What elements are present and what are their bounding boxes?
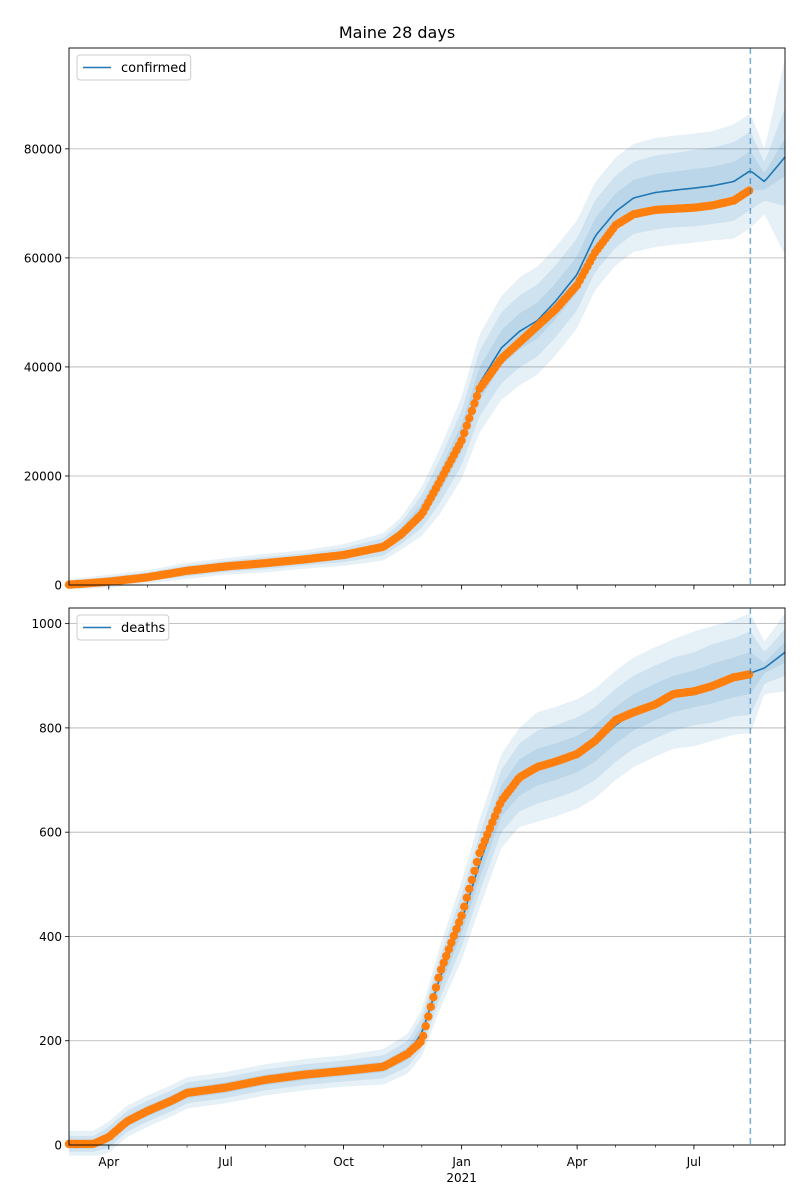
y-tick-label: 0 bbox=[54, 1139, 62, 1153]
observed-point bbox=[457, 911, 466, 920]
x-tick-label: Jan bbox=[451, 1155, 471, 1169]
x-tick-label: Apr bbox=[98, 1155, 119, 1169]
observed-point bbox=[431, 983, 441, 992]
observed-point bbox=[434, 973, 443, 982]
uncertainty-band bbox=[69, 108, 785, 588]
legend-label: confirmed bbox=[121, 61, 187, 76]
y-tick-label: 400 bbox=[39, 930, 62, 944]
observed-point bbox=[472, 391, 482, 401]
y-tick-label: 800 bbox=[39, 721, 62, 735]
observed-point bbox=[470, 866, 479, 876]
observed-point bbox=[465, 414, 474, 423]
observed-point bbox=[442, 951, 451, 961]
x-tick-label: Jul bbox=[686, 1155, 701, 1169]
observed-point bbox=[429, 993, 438, 1002]
observed-point bbox=[454, 918, 464, 927]
observed-point bbox=[460, 902, 469, 911]
observed-point bbox=[452, 924, 461, 934]
observed-point bbox=[424, 1012, 433, 1021]
observed-point bbox=[462, 421, 471, 430]
x-year-label: 2021 bbox=[446, 1171, 477, 1185]
observed-point bbox=[436, 965, 446, 974]
y-tick-label: 0 bbox=[54, 579, 62, 593]
uncertainty-band bbox=[69, 641, 785, 1149]
y-tick-label: 60000 bbox=[24, 251, 62, 265]
observed-point bbox=[447, 938, 456, 947]
x-tick-label: Apr bbox=[567, 1155, 588, 1169]
observed-point bbox=[419, 1031, 428, 1041]
observed-point bbox=[444, 945, 453, 954]
observed-point bbox=[467, 406, 477, 416]
observed-point bbox=[449, 931, 459, 940]
observed-point bbox=[472, 857, 482, 867]
observed-point bbox=[465, 884, 474, 893]
observed-point bbox=[421, 1021, 430, 1031]
uncertainty-band bbox=[69, 628, 785, 1152]
observed-point bbox=[460, 428, 469, 438]
axes-frame bbox=[68, 607, 786, 1146]
legend-box bbox=[76, 614, 170, 641]
y-tick-label: 80000 bbox=[24, 142, 62, 156]
legend-label: deaths bbox=[121, 621, 166, 636]
uncertainty-band bbox=[69, 613, 785, 1156]
x-tick-label: Jul bbox=[217, 1155, 232, 1169]
chart-title: Maine 28 days bbox=[339, 23, 455, 42]
axes-frame bbox=[68, 47, 786, 586]
observed-point bbox=[439, 958, 448, 967]
observed-point bbox=[744, 670, 754, 679]
y-tick-label: 40000 bbox=[24, 360, 62, 374]
observed-point bbox=[470, 399, 479, 408]
uncertainty-band bbox=[69, 58, 785, 590]
observed-point bbox=[462, 893, 471, 902]
y-tick-label: 600 bbox=[39, 826, 62, 840]
y-tick-label: 20000 bbox=[24, 469, 62, 483]
y-tick-label: 1000 bbox=[31, 617, 62, 631]
observed-point bbox=[744, 186, 754, 195]
confirmed-panel: 0 20000 40000 60000 80000 confirmed bbox=[24, 47, 786, 593]
y-tick-label: 200 bbox=[39, 1034, 62, 1048]
x-tick-label: Oct bbox=[333, 1155, 354, 1169]
deaths-panel: 0 200 400 600 800 1000 Apr Jul Oct Jan 2021 Apr Jul d… bbox=[31, 607, 786, 1185]
observed-point bbox=[426, 1002, 435, 1011]
observed-point bbox=[467, 875, 477, 885]
observed-point bbox=[457, 436, 466, 445]
legend-box bbox=[76, 54, 192, 81]
